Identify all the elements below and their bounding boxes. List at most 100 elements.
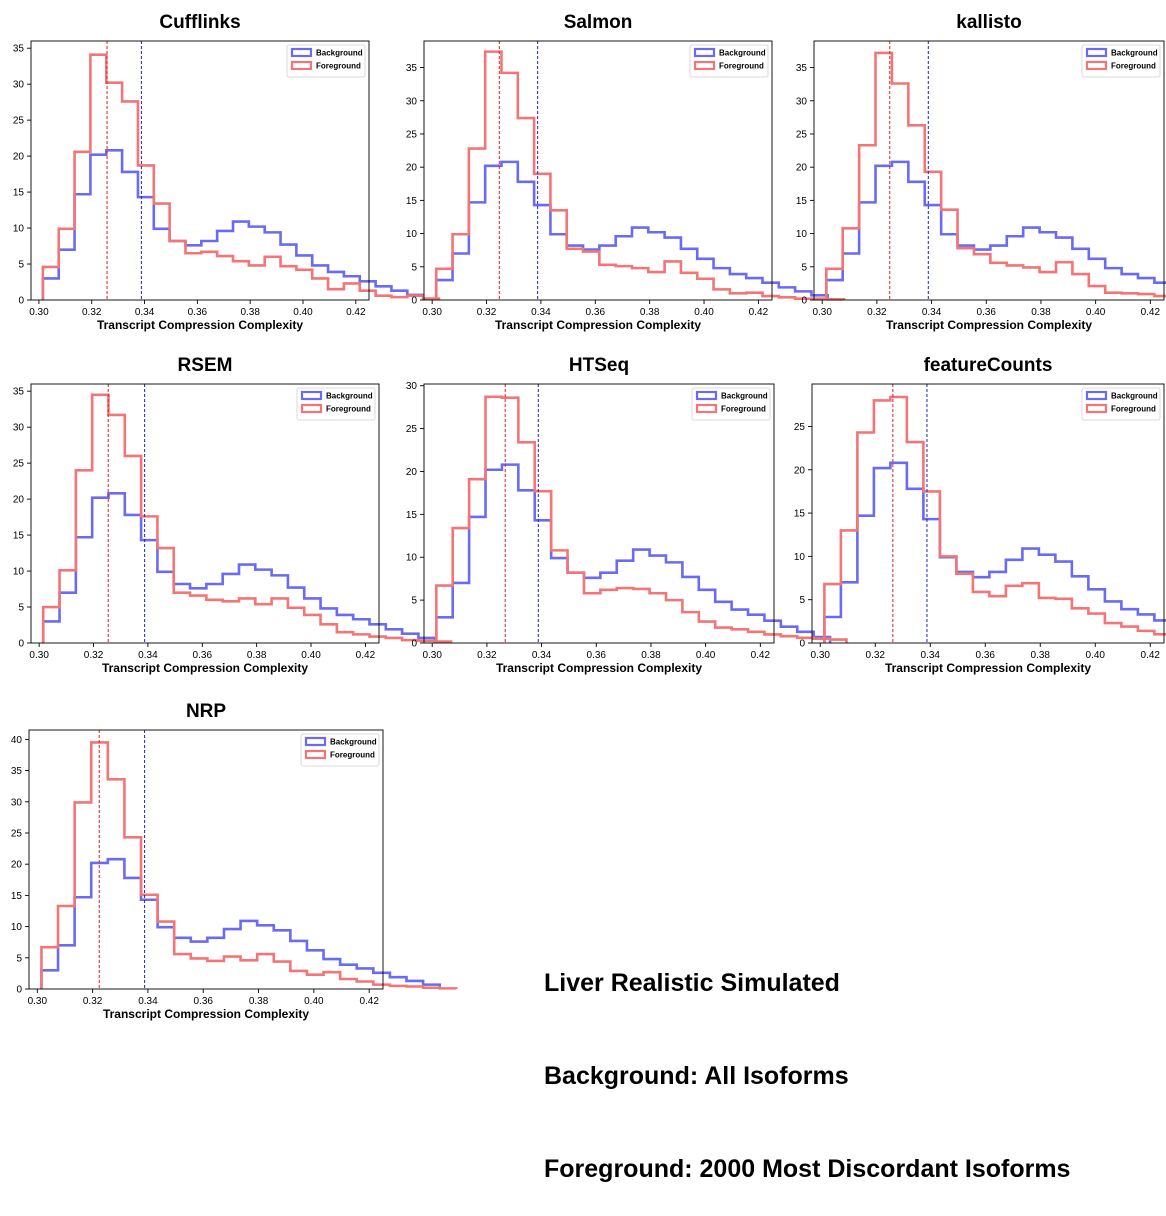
- caption-line-2: Background: All Isoforms: [544, 1062, 849, 1090]
- x-tick-label: 0.30: [28, 996, 48, 1007]
- y-tick-label: 10: [794, 552, 806, 563]
- y-tick-label: 10: [796, 229, 808, 240]
- figure-caption: Liver Realistic Simulated Background: Al…: [544, 906, 1070, 1216]
- legend-swatch-background: [304, 736, 327, 747]
- x-tick-label: 0.36: [976, 650, 996, 661]
- y-tick-label: 10: [406, 553, 418, 564]
- y-tick-label: 15: [406, 196, 418, 207]
- y-tick-label: 20: [794, 465, 806, 476]
- chart-panel-salmon: Salmon 0.30 0.32 0.34 0.36 0.38 0.40 0.42 0 5 10 15…: [406, 12, 846, 332]
- y-tick-label: 30: [406, 381, 418, 392]
- legend-swatch-foreground: [1085, 60, 1108, 71]
- legend: Background Foreground: [689, 44, 769, 78]
- y-tick-label: 20: [11, 860, 23, 871]
- series-foreground-histogram: [434, 50, 846, 301]
- legend-label-background: Background: [316, 49, 363, 58]
- plot-frame: [30, 383, 380, 644]
- x-tick-label: 0.42: [356, 650, 376, 661]
- y-tick-label: 25: [13, 116, 25, 127]
- series-background-histogram: [435, 463, 832, 643]
- x-tick-label: 0.38: [1031, 307, 1051, 318]
- x-tick-label: 0.40: [293, 307, 313, 318]
- x-tick-label: 0.30: [29, 650, 49, 661]
- y-tick-label: 15: [406, 510, 418, 521]
- y-tick-label: 5: [18, 260, 24, 271]
- chart-panel-nrp: NRP 0.30 0.32 0.34 0.36 0.38 0.40 0.42 0 5 10 15 20 2…: [11, 701, 458, 1021]
- x-tick-label: 0.34: [138, 996, 158, 1007]
- x-tick-label: 0.32: [866, 650, 886, 661]
- series-background-histogram: [41, 149, 425, 300]
- series-background-histogram: [41, 492, 437, 643]
- x-tick-label: 0.32: [477, 307, 497, 318]
- chart-title: kallisto: [956, 12, 1021, 33]
- legend-label-background: Background: [1111, 49, 1158, 58]
- x-tick-label: 0.38: [640, 307, 660, 318]
- y-tick-label: 25: [13, 459, 25, 470]
- y-tick-label: 0: [18, 296, 24, 307]
- chart-title: HTSeq: [569, 355, 629, 376]
- x-tick-label: 0.38: [240, 307, 260, 318]
- y-tick-label: 0: [16, 985, 22, 996]
- legend-swatch-background: [1085, 47, 1108, 58]
- x-axis-label: Transcript Compression Complexity: [97, 318, 303, 332]
- legend-swatch-foreground: [693, 60, 716, 71]
- x-tick-label: 0.34: [135, 307, 155, 318]
- legend-label-background: Background: [721, 392, 768, 401]
- plot-frame: [811, 383, 1165, 644]
- x-tick-label: 0.42: [1141, 307, 1161, 318]
- series-foreground-histogram: [41, 53, 441, 300]
- legend-swatch-foreground: [695, 403, 718, 414]
- x-tick-label: 0.34: [921, 650, 941, 661]
- series-foreground-histogram: [40, 741, 458, 990]
- chart-title: Cufflinks: [159, 12, 240, 33]
- histogram-grid: Cufflinks 0.30 0.32 0.34 0.36 0.38 0.40 0.42 0 5 1…: [11, 12, 1166, 1021]
- series-foreground-histogram: [435, 395, 848, 643]
- legend-swatch-foreground: [304, 749, 327, 760]
- y-tick-label: 5: [801, 262, 807, 273]
- y-tick-label: 5: [16, 953, 22, 964]
- x-tick-label: 0.34: [531, 307, 551, 318]
- x-axis-label: Transcript Compression Complexity: [886, 318, 1092, 332]
- y-tick-label: 0: [411, 639, 417, 650]
- y-tick-label: 20: [13, 495, 25, 506]
- legend-swatch-background: [693, 47, 716, 58]
- legend-swatch-foreground: [1085, 403, 1108, 414]
- x-tick-label: 0.32: [83, 996, 103, 1007]
- y-tick-label: 15: [13, 188, 25, 199]
- x-tick-label: 0.38: [247, 650, 267, 661]
- series-foreground-histogram: [823, 395, 1166, 643]
- x-tick-label: 0.32: [477, 650, 497, 661]
- x-tick-label: 0.30: [812, 307, 832, 318]
- x-tick-label: 0.42: [751, 650, 771, 661]
- y-tick-label: 30: [406, 96, 418, 107]
- plot-frame: [28, 729, 384, 990]
- x-tick-label: 0.42: [346, 307, 366, 318]
- y-tick-label: 25: [794, 422, 806, 433]
- legend-swatch-foreground: [290, 60, 313, 71]
- y-tick-label: 30: [796, 96, 808, 107]
- y-tick-label: 20: [796, 163, 808, 174]
- legend-label-foreground: Foreground: [316, 62, 361, 71]
- y-tick-label: 5: [799, 595, 805, 606]
- y-tick-label: 25: [11, 828, 23, 839]
- y-tick-label: 10: [13, 567, 25, 578]
- y-tick-label: 0: [799, 639, 805, 650]
- series-background-histogram: [40, 857, 441, 989]
- x-tick-label: 0.34: [138, 650, 158, 661]
- legend-label-background: Background: [330, 738, 377, 747]
- chart-title: Salmon: [564, 12, 633, 33]
- y-tick-label: 30: [11, 797, 23, 808]
- legend-label-background: Background: [326, 392, 373, 401]
- caption-line-1: Liver Realistic Simulated: [544, 969, 840, 997]
- legend: Background Foreground: [1081, 387, 1161, 421]
- legend-label-foreground: Foreground: [330, 751, 375, 760]
- chart-panel-htseq: HTSeq 0.30 0.32 0.34 0.36 0.38 0.40 0.42 0 5 10 15 2…: [406, 355, 848, 675]
- legend: Background Foreground: [691, 387, 771, 421]
- x-tick-label: 0.36: [194, 996, 214, 1007]
- x-tick-label: 0.32: [84, 650, 104, 661]
- series-background-histogram: [825, 160, 1166, 300]
- x-tick-label: 0.36: [193, 650, 213, 661]
- legend-label-background: Background: [1111, 392, 1158, 401]
- x-axis-label: Transcript Compression Complexity: [495, 318, 701, 332]
- x-tick-label: 0.30: [422, 650, 442, 661]
